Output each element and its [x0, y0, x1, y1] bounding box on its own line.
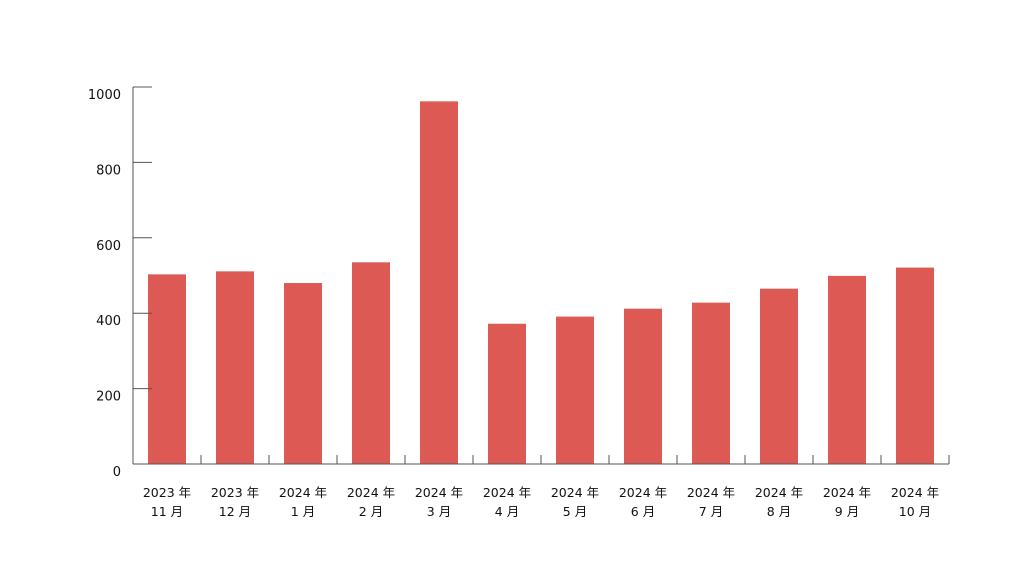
- x-tick-label: 2024 年 4 月: [483, 485, 531, 519]
- bar: [828, 275, 866, 464]
- bar: [692, 302, 730, 464]
- x-tick-label: 2024 年 10 月: [891, 485, 939, 519]
- bar: [284, 283, 322, 464]
- bar: [760, 288, 798, 464]
- bar: [352, 262, 390, 464]
- x-tick-label: 2024 年 5 月: [551, 485, 599, 519]
- x-tick-label: 2023 年 11 月: [143, 485, 191, 519]
- y-tick-label: 1000: [88, 88, 121, 103]
- y-tick-label: 800: [96, 163, 121, 178]
- x-tick-label-month: 10 月: [899, 504, 931, 519]
- x-tick-label-year: 2024 年: [823, 485, 871, 500]
- x-tick-label-year: 2024 年: [619, 485, 667, 500]
- x-tick-label-year: 2024 年: [483, 485, 531, 500]
- x-tick-label-month: 3 月: [427, 504, 451, 519]
- x-tick-label-month: 5 月: [563, 504, 587, 519]
- x-tick-label-month: 2 月: [359, 504, 383, 519]
- x-tick-label: 2024 年 2 月: [347, 485, 395, 519]
- x-tick-label: 2024 年 3 月: [415, 485, 463, 519]
- bars-group: [148, 101, 934, 465]
- x-tick-label: 2024 年 6 月: [619, 485, 667, 519]
- x-tick-label-year: 2024 年: [347, 485, 395, 500]
- y-tick-label: 0: [113, 465, 121, 480]
- x-tick-label: 2024 年 8 月: [755, 485, 803, 519]
- x-tick-label-year: 2024 年: [891, 485, 939, 500]
- x-tick-label-year: 2024 年: [687, 485, 735, 500]
- x-tick-label-month: 9 月: [835, 504, 859, 519]
- bar: [148, 274, 186, 464]
- bar: [896, 267, 934, 464]
- bar: [488, 323, 526, 464]
- x-tick-label: 2023 年 12 月: [211, 485, 259, 519]
- x-tick-label-year: 2023 年: [143, 485, 191, 500]
- x-tick-label-year: 2024 年: [279, 485, 327, 500]
- x-tick-label-month: 8 月: [767, 504, 791, 519]
- bar: [216, 271, 254, 464]
- y-tick-label: 400: [96, 314, 121, 329]
- x-tick-label-month: 7 月: [699, 504, 723, 519]
- x-tick-label: 2024 年 7 月: [687, 485, 735, 519]
- x-tick-label: 2024 年 1 月: [279, 485, 327, 519]
- x-tick-label-month: 1 月: [291, 504, 315, 519]
- x-tick-label-month: 11 月: [151, 504, 183, 519]
- bar: [624, 308, 662, 464]
- y-tick-label: 200: [96, 390, 121, 405]
- x-tick-label: 2024 年 9 月: [823, 485, 871, 519]
- x-tick-label-year: 2024 年: [755, 485, 803, 500]
- y-tick-label: 600: [96, 239, 121, 254]
- x-tick-label-year: 2024 年: [551, 485, 599, 500]
- bar: [556, 316, 594, 464]
- x-tick-label-month: 6 月: [631, 504, 655, 519]
- x-tick-label-year: 2024 年: [415, 485, 463, 500]
- bar: [420, 101, 458, 465]
- axes-group: [132, 87, 949, 465]
- x-tick-label-year: 2023 年: [211, 485, 259, 500]
- y-ticks-group: 0 200 400 600 800 1000: [88, 86, 152, 480]
- x-tick-label-month: 12 月: [219, 504, 251, 519]
- x-tick-label-month: 4 月: [495, 504, 519, 519]
